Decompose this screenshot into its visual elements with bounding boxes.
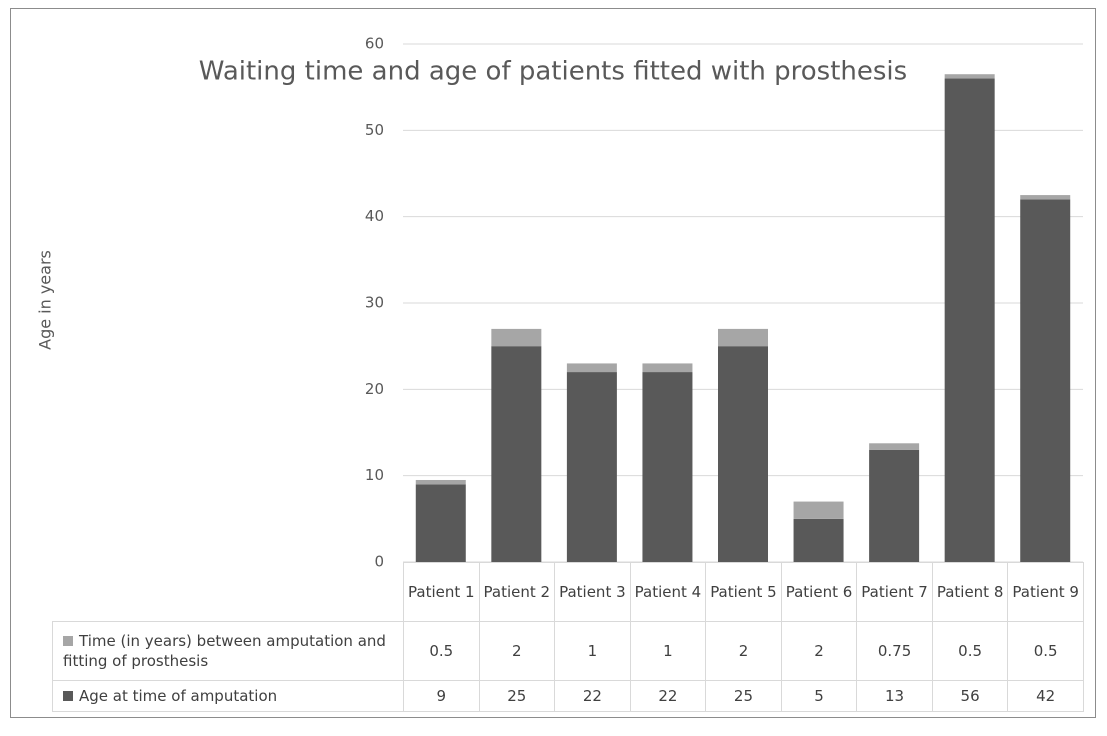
table-value: 9 — [403, 680, 480, 712]
bar-segment — [1020, 195, 1071, 200]
bar-segment — [944, 78, 995, 563]
bar-segment — [566, 372, 617, 562]
table-value: 5 — [780, 680, 858, 712]
table-value: 1 — [554, 621, 631, 681]
table-value: 2 — [478, 621, 556, 681]
y-tick-label: 40 — [365, 207, 384, 225]
bar-segment — [793, 518, 844, 562]
chart-title: Waiting time and age of patients fitted … — [199, 57, 907, 87]
bar-segment — [642, 372, 693, 562]
category-label: Patient 8 — [931, 562, 1009, 622]
y-tick-label: 50 — [365, 121, 384, 139]
table-value: 0.5 — [931, 621, 1009, 681]
legend-label: Age at time of amputation — [79, 687, 278, 705]
table-value: 13 — [856, 680, 933, 712]
bar-segment — [944, 74, 995, 79]
category-label: Patient 6 — [780, 562, 858, 622]
table-value: 42 — [1007, 680, 1084, 712]
chart-frame — [10, 8, 1096, 718]
category-label: Patient 5 — [705, 562, 782, 622]
category-label: Patient 4 — [629, 562, 707, 622]
bar-segment — [642, 363, 693, 373]
y-tick-label: 20 — [365, 380, 384, 398]
table-value: 0.5 — [1007, 621, 1084, 681]
table-value: 56 — [931, 680, 1009, 712]
table-value: 1 — [629, 621, 707, 681]
bar-segment — [718, 328, 768, 347]
bar-segment — [718, 346, 768, 562]
table-row: Age at time of amputation 9 25 22 22 25 5 13 56 4… — [52, 680, 1084, 712]
table-value: 0.5 — [403, 621, 480, 681]
table-value: 22 — [629, 680, 707, 712]
table-value: 2 — [705, 621, 782, 681]
legend-entry: Age at time of amputation — [52, 680, 404, 712]
table-value: 25 — [705, 680, 782, 712]
data-table: Patient 1 Patient 2 Patient 3 Patient 4 Pati… — [52, 562, 1084, 712]
legend-entry: Time (in years) between amputation and f… — [52, 621, 404, 681]
legend-key — [63, 691, 73, 701]
table-value: 25 — [478, 680, 556, 712]
y-axis-title: Age in years — [36, 250, 55, 350]
table-row: Time (in years) between amputation and f… — [52, 621, 1084, 681]
bar-segment — [491, 328, 542, 347]
table-corner — [52, 562, 404, 622]
category-label: Patient 7 — [856, 562, 933, 622]
bar-segment — [566, 363, 617, 373]
bar-segment — [415, 484, 466, 562]
y-tick-label: 0 — [374, 553, 384, 571]
table-value: 22 — [554, 680, 631, 712]
table-header-row: Patient 1 Patient 2 Patient 3 Patient 4 Pati… — [52, 562, 1084, 622]
legend-label: Time (in years) between amputation and f… — [63, 632, 386, 670]
y-tick-label: 60 — [365, 35, 384, 53]
bar-segment — [1020, 199, 1071, 562]
bar-segment — [869, 449, 920, 562]
y-tick-label: 10 — [365, 466, 384, 484]
category-label: Patient 9 — [1007, 562, 1084, 622]
table-value: 2 — [780, 621, 858, 681]
y-tick-label: 30 — [365, 294, 384, 312]
category-label: Patient 3 — [554, 562, 631, 622]
bar-segment — [415, 479, 466, 485]
bar-segment — [491, 346, 542, 562]
bar-segment — [793, 501, 844, 519]
table-value: 0.75 — [856, 621, 933, 681]
category-label: Patient 1 — [403, 562, 480, 622]
bar-segment — [869, 443, 920, 450]
legend-key — [63, 636, 73, 646]
category-label: Patient 2 — [478, 562, 556, 622]
